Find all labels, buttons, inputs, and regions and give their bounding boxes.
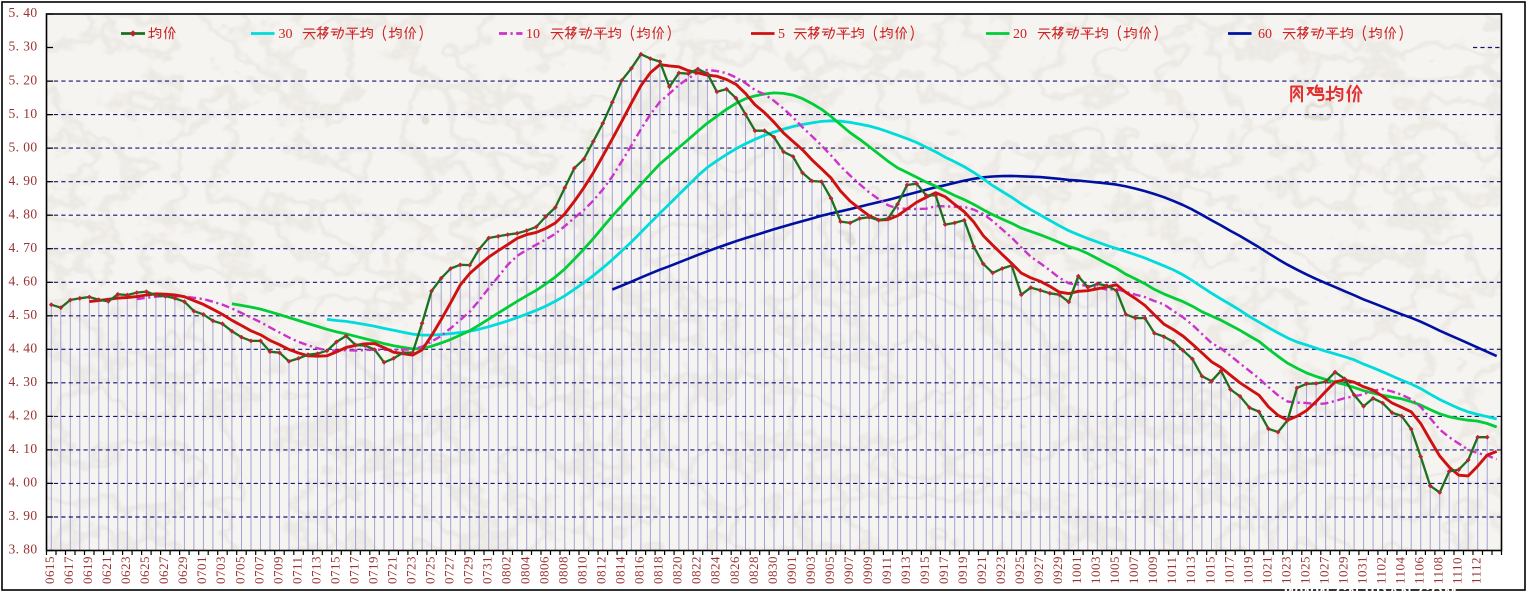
svg-text:4. 60: 4. 60 [9, 274, 38, 289]
svg-text:0816: 0816 [632, 556, 647, 584]
svg-text:4. 20: 4. 20 [9, 408, 38, 423]
svg-text:WWW.CNJIDAN.COM: WWW.CNJIDAN.COM [1284, 584, 1458, 601]
svg-text:4. 50: 4. 50 [9, 307, 38, 322]
svg-text:5. 00: 5. 00 [9, 139, 38, 154]
svg-text:4. 90: 4. 90 [9, 173, 38, 188]
svg-text:1005: 1005 [1107, 556, 1122, 584]
svg-text:4. 00: 4. 00 [9, 475, 38, 490]
svg-text:1003: 1003 [1088, 556, 1103, 584]
svg-text:0615: 0615 [42, 556, 57, 584]
svg-text:0711: 0711 [289, 556, 304, 584]
svg-text:0627: 0627 [156, 556, 171, 584]
svg-text:0923: 0923 [993, 556, 1008, 584]
svg-text:0822: 0822 [689, 556, 704, 584]
svg-text:1025: 1025 [1297, 556, 1312, 584]
svg-text:0925: 0925 [1012, 556, 1027, 584]
svg-text:0721: 0721 [384, 556, 399, 584]
svg-text:4. 70: 4. 70 [9, 240, 38, 255]
svg-text:1106: 1106 [1412, 556, 1427, 584]
svg-text:0909: 0909 [860, 556, 875, 584]
svg-text:0901: 0901 [784, 556, 799, 584]
svg-text:0717: 0717 [346, 556, 361, 584]
svg-text:1029: 1029 [1335, 556, 1350, 584]
svg-text:1031: 1031 [1354, 556, 1369, 584]
svg-text:0625: 0625 [137, 556, 152, 584]
svg-text:1019: 1019 [1240, 556, 1255, 584]
svg-text:4. 80: 4. 80 [9, 206, 38, 221]
svg-text:0911: 0911 [879, 556, 894, 584]
svg-text:10: 10 [526, 27, 540, 42]
svg-text:0917: 0917 [936, 556, 951, 584]
svg-text:1102: 1102 [1373, 556, 1388, 584]
svg-text:0619: 0619 [80, 556, 95, 584]
svg-text:1023: 1023 [1278, 556, 1293, 584]
svg-text:0723: 0723 [403, 556, 418, 584]
svg-text:1009: 1009 [1145, 556, 1160, 584]
svg-text:0725: 0725 [422, 556, 437, 584]
svg-text:0830: 0830 [765, 556, 780, 584]
svg-text:0919: 0919 [955, 556, 970, 584]
svg-text:0617: 0617 [61, 556, 76, 584]
svg-text:0719: 0719 [365, 556, 380, 584]
svg-text:1110: 1110 [1450, 557, 1465, 584]
svg-text:0729: 0729 [461, 556, 476, 584]
svg-text:1027: 1027 [1316, 556, 1331, 584]
svg-text:0727: 0727 [442, 556, 457, 584]
svg-text:0709: 0709 [270, 556, 285, 584]
svg-text:3. 90: 3. 90 [9, 508, 38, 523]
svg-text:0806: 0806 [537, 556, 552, 584]
svg-text:0713: 0713 [308, 556, 323, 584]
svg-text:5. 20: 5. 20 [9, 72, 38, 87]
svg-text:0705: 0705 [232, 556, 247, 584]
svg-text:0907: 0907 [841, 556, 856, 584]
svg-text:0812: 0812 [594, 556, 609, 584]
svg-text:5. 30: 5. 30 [9, 39, 38, 54]
svg-text:5. 10: 5. 10 [9, 106, 38, 121]
svg-text:0828: 0828 [746, 556, 761, 584]
svg-text:0810: 0810 [575, 556, 590, 584]
svg-text:0629: 0629 [175, 556, 190, 584]
svg-text:0826: 0826 [727, 556, 742, 584]
svg-text:1108: 1108 [1431, 556, 1446, 584]
svg-text:4. 40: 4. 40 [9, 341, 38, 356]
svg-text:0820: 0820 [670, 556, 685, 584]
svg-text:1021: 1021 [1259, 556, 1274, 584]
svg-text:0929: 0929 [1050, 556, 1065, 584]
svg-text:5: 5 [778, 27, 785, 42]
svg-text:0905: 0905 [822, 556, 837, 584]
svg-text:1013: 1013 [1183, 556, 1198, 584]
svg-text:0818: 0818 [651, 556, 666, 584]
svg-text:0701: 0701 [194, 556, 209, 584]
svg-text:0621: 0621 [99, 556, 114, 584]
svg-text:3. 80: 3. 80 [9, 542, 38, 557]
svg-text:0703: 0703 [213, 556, 228, 584]
svg-text:1112: 1112 [1469, 557, 1484, 584]
svg-text:0802: 0802 [499, 556, 514, 584]
svg-text:0927: 0927 [1031, 556, 1046, 584]
svg-text:0903: 0903 [803, 556, 818, 584]
svg-text:4. 30: 4. 30 [9, 374, 38, 389]
svg-text:0731: 0731 [480, 556, 495, 584]
svg-text:0715: 0715 [327, 556, 342, 584]
svg-text:1017: 1017 [1221, 556, 1236, 584]
svg-text:1001: 1001 [1069, 556, 1084, 584]
svg-text:1015: 1015 [1202, 556, 1217, 584]
svg-text:1104: 1104 [1392, 556, 1407, 584]
svg-text:0913: 0913 [898, 556, 913, 584]
svg-text:1007: 1007 [1126, 556, 1141, 584]
svg-text:1011: 1011 [1164, 556, 1179, 584]
svg-text:20: 20 [1013, 27, 1027, 42]
svg-text:0707: 0707 [251, 556, 266, 584]
svg-text:30: 30 [279, 27, 293, 42]
svg-text:0804: 0804 [518, 556, 533, 584]
svg-text:0623: 0623 [118, 556, 133, 584]
svg-text:0824: 0824 [708, 556, 723, 584]
svg-text:0808: 0808 [556, 556, 571, 584]
svg-text:60: 60 [1258, 27, 1272, 42]
svg-text:5. 40: 5. 40 [9, 5, 38, 20]
svg-text:4. 10: 4. 10 [9, 441, 38, 456]
svg-text:0921: 0921 [974, 556, 989, 584]
svg-text:0814: 0814 [613, 556, 628, 584]
svg-text:0915: 0915 [917, 556, 932, 584]
